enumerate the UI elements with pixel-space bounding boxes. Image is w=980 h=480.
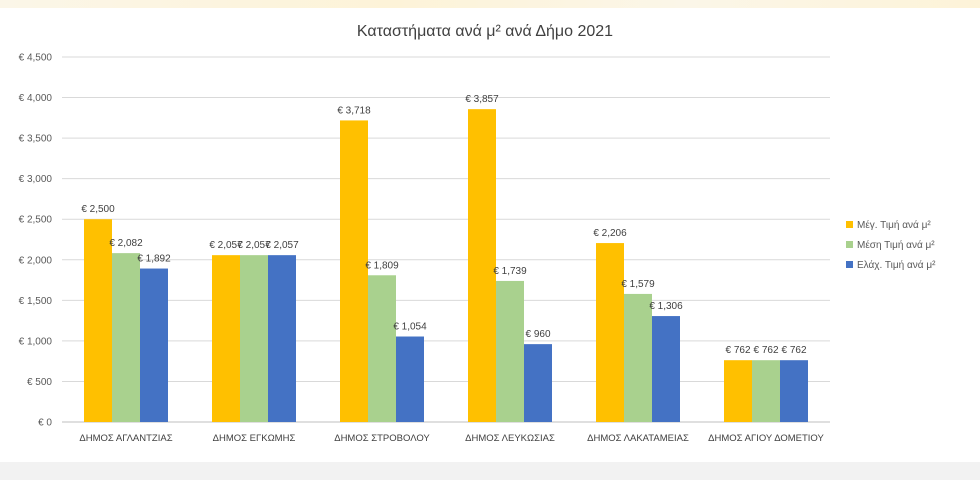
- bar: [84, 219, 112, 422]
- x-tick-label: ΔΗΜΟΣ ΛΑΚΑΤΑΜΕΙΑΣ: [587, 433, 689, 444]
- data-label: € 3,718: [337, 105, 371, 116]
- bar: [596, 243, 624, 422]
- bar: [340, 120, 368, 422]
- legend-label: Μέγ. Τιμή ανά μ²: [857, 219, 931, 231]
- bar: [396, 336, 424, 422]
- bar: [212, 255, 240, 422]
- x-axis: ΔΗΜΟΣ ΑΓΛΑΝΤΖΙΑΣ ΔΗΜΟΣ ΕΓΚΩΜΗΣ ΔΗΜΟΣ ΣΤΡΟΒ…: [79, 433, 824, 444]
- bar: [240, 255, 268, 422]
- x-tick-label: ΔΗΜΟΣ ΑΓΙΟΥ ΔΟΜΕΤΙΟΥ: [708, 433, 824, 444]
- x-tick-label: ΔΗΜΟΣ ΛΕΥΚΩΣΙΑΣ: [465, 433, 555, 444]
- x-tick-label: ΔΗΜΟΣ ΑΓΛΑΝΤΖΙΑΣ: [79, 433, 172, 444]
- legend-swatch: [846, 241, 853, 248]
- bar: [268, 255, 296, 422]
- gridlines: [62, 56, 830, 423]
- data-label: € 2,057: [209, 240, 243, 251]
- data-label: € 2,500: [81, 204, 115, 215]
- data-label: € 762: [753, 345, 778, 356]
- y-tick-label: € 2,500: [19, 215, 53, 226]
- y-tick-label: € 4,500: [19, 53, 53, 64]
- bar: [652, 316, 680, 422]
- bar: [496, 280, 524, 422]
- y-tick-label: € 2,000: [19, 255, 53, 266]
- bar: [724, 360, 752, 422]
- bar: [468, 109, 496, 422]
- y-tick-label: € 0: [38, 418, 52, 429]
- legend: Μέγ. Τιμή ανά μ² Μέση Τιμή ανά μ² Ελάχ. Τι…: [846, 219, 936, 271]
- y-tick-label: € 1,500: [19, 296, 53, 307]
- data-label: € 1,054: [393, 322, 427, 333]
- y-tick-label: € 500: [27, 377, 52, 388]
- bar: [140, 268, 168, 422]
- x-tick-label: ΔΗΜΟΣ ΕΓΚΩΜΗΣ: [213, 433, 296, 444]
- chart-title: Καταστήματα ανά μ² ανά Δήμο 2021: [357, 23, 613, 40]
- data-label: € 1,809: [365, 260, 399, 271]
- data-label: € 3,857: [465, 94, 499, 105]
- legend-label: Ελάχ. Τιμή ανά μ²: [857, 259, 936, 271]
- data-label: € 1,306: [649, 301, 683, 312]
- legend-swatch: [846, 221, 853, 228]
- bar: [524, 344, 552, 422]
- data-label: € 2,082: [109, 238, 143, 249]
- chart-card: Καταστήματα ανά μ² ανά Δήμο 2021 € 0 € 50…: [0, 0, 980, 462]
- data-label: € 762: [725, 345, 750, 356]
- data-label: € 2,057: [265, 240, 299, 251]
- bar: [368, 275, 396, 422]
- bar: [752, 360, 780, 422]
- data-label: € 1,579: [621, 279, 655, 290]
- data-label: € 2,206: [593, 228, 627, 239]
- data-label: € 960: [525, 329, 550, 340]
- y-axis: € 0 € 500 € 1,000 € 1,500 € 2,000 € 2,500 € 3,…: [19, 53, 53, 429]
- bar: [780, 360, 808, 422]
- data-label: € 2,057: [237, 240, 271, 251]
- legend-label: Μέση Τιμή ανά μ²: [857, 239, 935, 251]
- x-tick-label: ΔΗΜΟΣ ΣΤΡΟΒΟΛΟΥ: [334, 433, 430, 444]
- data-label: € 1,739: [493, 266, 527, 277]
- data-label: € 1,892: [137, 254, 171, 265]
- y-tick-label: € 3,000: [19, 174, 53, 185]
- bar-chart: Καταστήματα ανά μ² ανά Δήμο 2021 € 0 € 50…: [19, 23, 936, 444]
- data-label: € 762: [781, 345, 806, 356]
- y-tick-label: € 1,000: [19, 336, 53, 347]
- bar: [112, 253, 140, 422]
- top-strip: [0, 0, 980, 8]
- bar: [624, 293, 652, 422]
- y-tick-label: € 3,500: [19, 134, 53, 145]
- bars: € 2,500€ 2,082€ 1,892€ 2,057€ 2,057€ 2,0…: [81, 94, 808, 422]
- legend-swatch: [846, 261, 853, 268]
- y-tick-label: € 4,000: [19, 93, 53, 104]
